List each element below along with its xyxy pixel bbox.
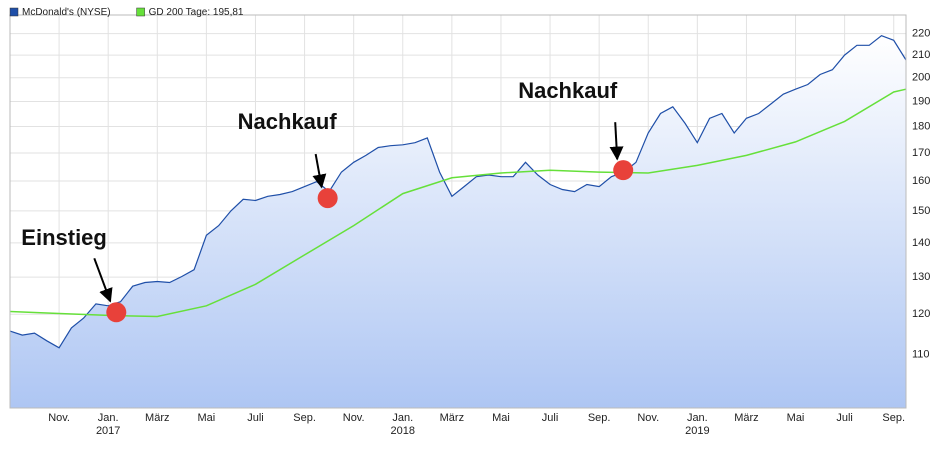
x-tick-label: Jan.	[687, 412, 708, 424]
y-tick-label: 180	[912, 120, 930, 132]
legend-swatch	[9, 7, 19, 17]
y-tick-label: 110	[912, 348, 930, 360]
y-tick-label: 160	[912, 175, 930, 187]
annotation-marker	[613, 160, 634, 181]
x-tick-label: Mai	[492, 412, 510, 424]
y-tick-label: 140	[912, 237, 930, 249]
x-tick-label: Jan.	[98, 412, 119, 424]
annotation-marker	[106, 302, 127, 323]
x-tick-label: Nov.	[48, 412, 70, 424]
x-tick-label: März	[734, 412, 758, 424]
legend-label: McDonald's (NYSE)	[22, 7, 111, 18]
legend-label: GD 200 Tage: 195,81	[149, 7, 244, 18]
y-tick-label: 170	[912, 147, 930, 159]
y-tick-label: 190	[912, 95, 930, 107]
x-tick-label: Jan.	[392, 412, 413, 424]
line	[9, 88, 907, 318]
x-tick-label: März	[440, 412, 464, 424]
x-tick-label: Sep.	[588, 412, 611, 424]
legend-swatch	[136, 7, 145, 17]
x-tick-label: Nov.	[343, 412, 365, 424]
annotation-arrow	[609, 122, 624, 161]
x-tick-label: Sep.	[293, 412, 316, 424]
y-tick-label: 150	[912, 205, 930, 217]
annotation-arrow	[312, 153, 327, 189]
y-tick-label: 220	[912, 27, 930, 39]
y-tick-label: 200	[912, 72, 930, 84]
x-tick-label: März	[145, 412, 169, 424]
y-tick-label: 210	[912, 49, 930, 61]
line	[9, 35, 907, 349]
annotation-label: Einstieg	[21, 225, 107, 250]
x-tick-label: Nov.	[637, 412, 659, 424]
annotation-arrow	[93, 257, 113, 303]
x-tick-label: Sep.	[882, 412, 905, 424]
x-tick-label: Mai	[198, 412, 216, 424]
annotation-label: Nachkauf	[518, 78, 618, 103]
x-year-label: 2017	[96, 425, 120, 437]
plot-frame	[9, 14, 907, 409]
annotation-marker	[317, 188, 338, 209]
x-tick-label: Juli	[247, 412, 264, 424]
x-year-label: 2018	[391, 425, 415, 437]
annotation-label: Nachkauf	[238, 109, 338, 134]
y-tick-label: 120	[912, 308, 930, 320]
x-tick-label: Juli	[836, 412, 853, 424]
x-tick-label: Juli	[542, 412, 559, 424]
y-tick-label: 130	[912, 271, 930, 283]
x-tick-label: Mai	[787, 412, 805, 424]
area	[10, 35, 906, 408]
x-year-label: 2019	[685, 425, 709, 437]
